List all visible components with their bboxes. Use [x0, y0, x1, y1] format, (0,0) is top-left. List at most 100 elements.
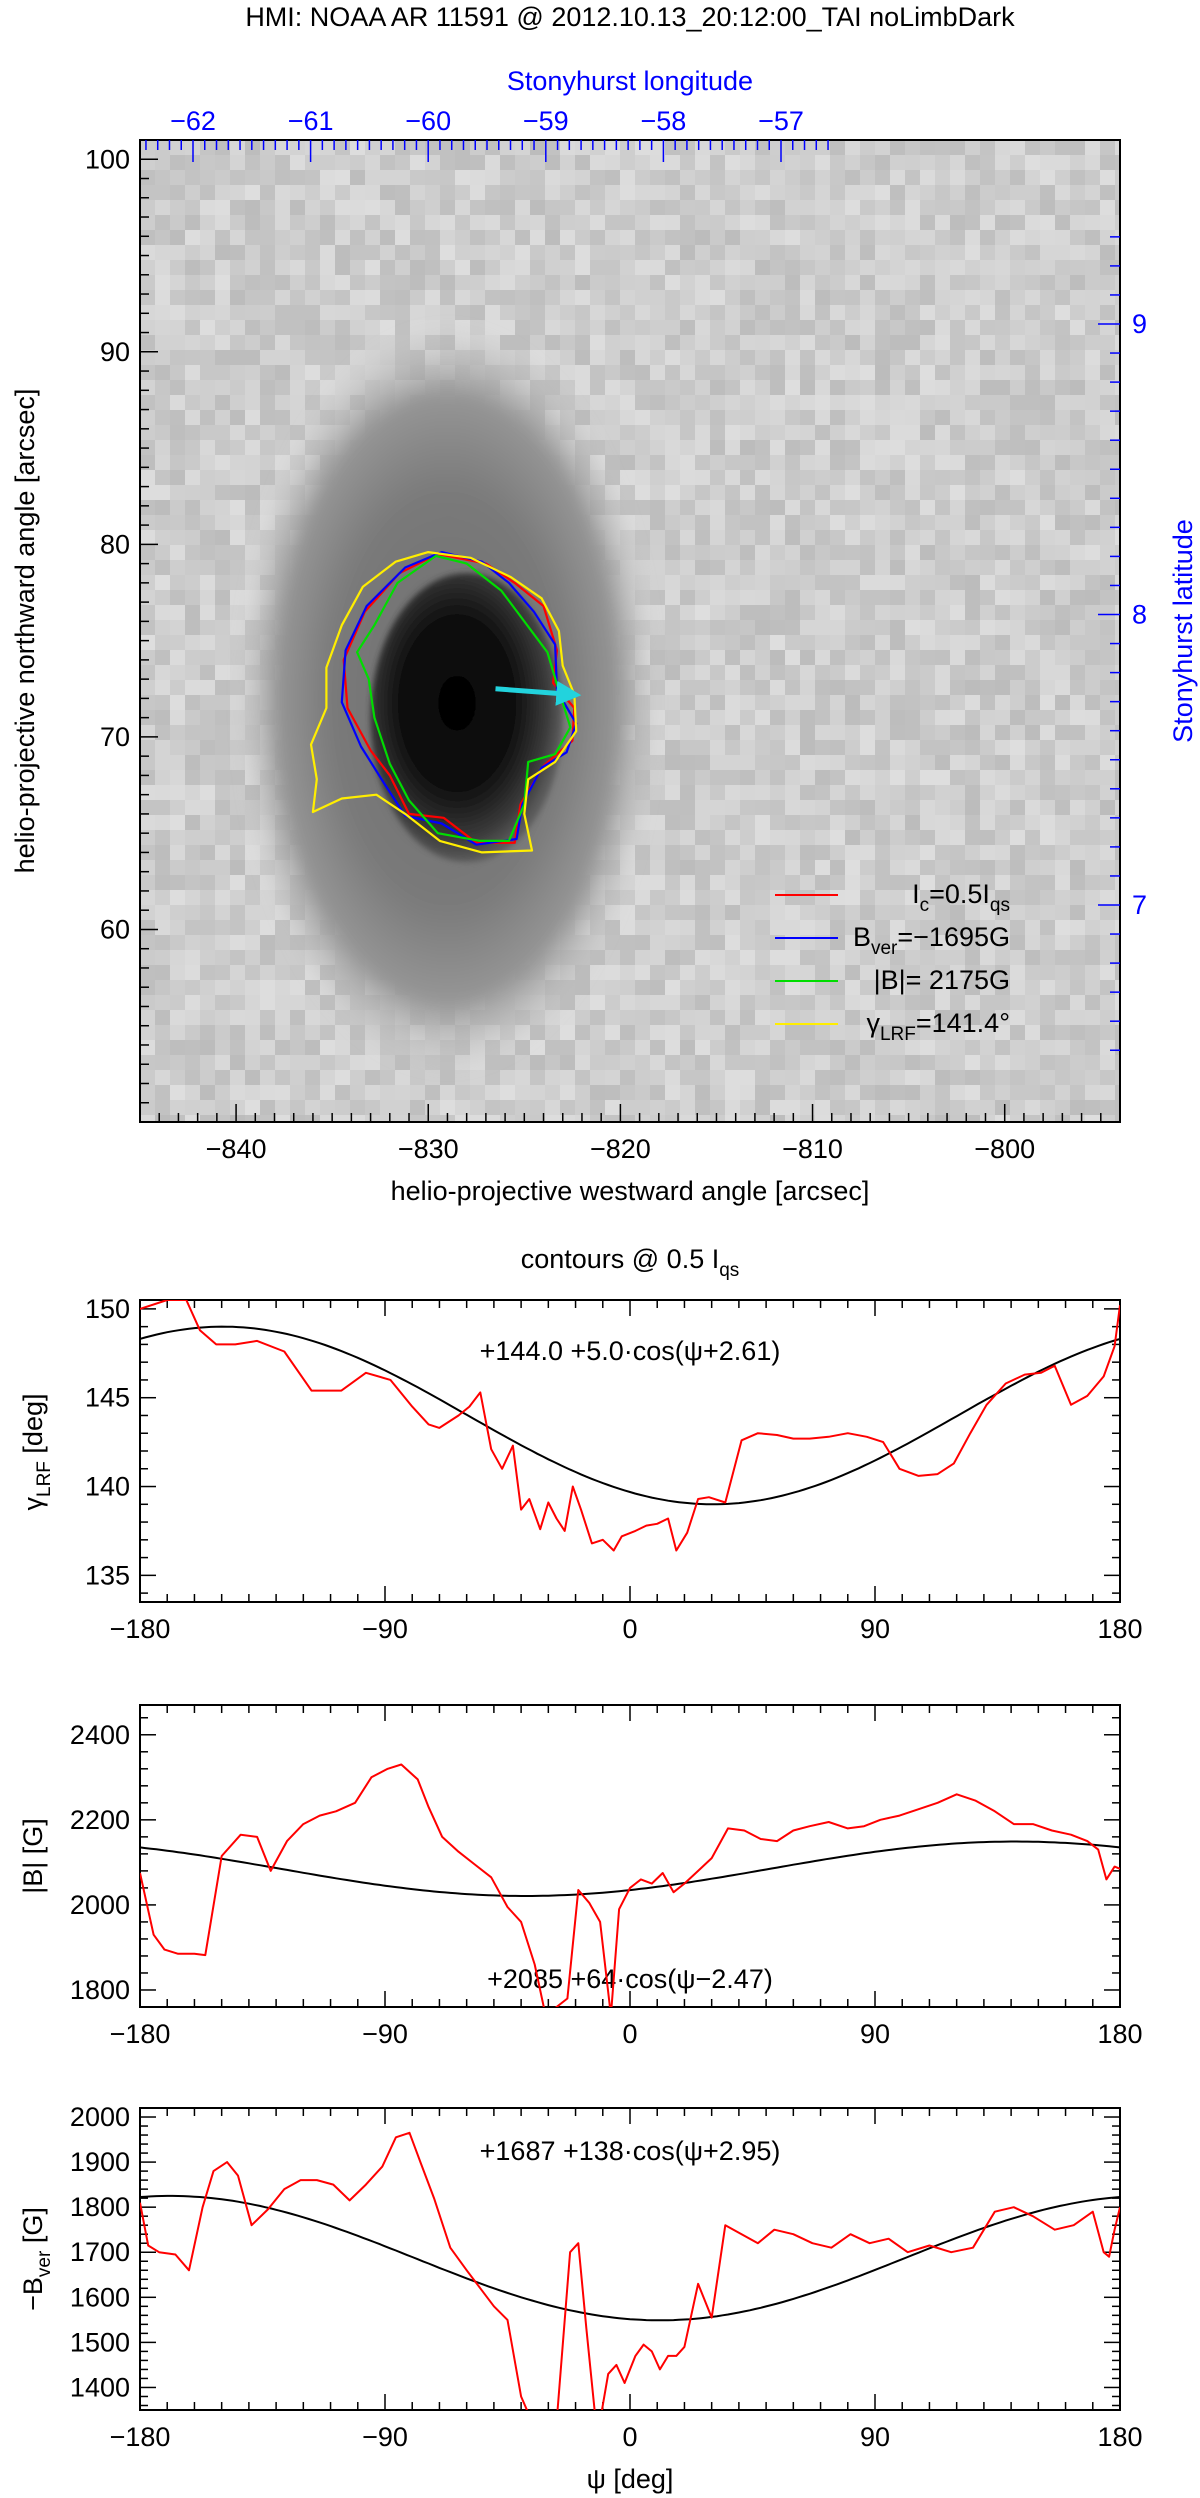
- granule-pixel: [155, 590, 170, 605]
- granule-pixel: [605, 995, 620, 1010]
- granule-pixel: [320, 350, 335, 365]
- granule-pixel: [590, 140, 605, 155]
- granule-pixel: [755, 230, 770, 245]
- granule-pixel: [815, 350, 830, 365]
- granule-pixel: [875, 500, 890, 515]
- granule-pixel: [635, 890, 650, 905]
- granule-pixel: [365, 1100, 380, 1115]
- granule-pixel: [1115, 980, 1120, 995]
- granule-pixel: [980, 215, 995, 230]
- granule-pixel: [665, 575, 680, 590]
- granule-pixel: [620, 905, 635, 920]
- granule-pixel: [935, 1070, 950, 1085]
- granule-pixel: [1040, 320, 1055, 335]
- granule-pixel: [335, 170, 350, 185]
- granule-pixel: [665, 230, 680, 245]
- granule-pixel: [1055, 1025, 1070, 1040]
- granule-pixel: [980, 890, 995, 905]
- granule-pixel: [605, 185, 620, 200]
- granule-pixel: [980, 920, 995, 935]
- granule-pixel: [1025, 185, 1040, 200]
- granule-pixel: [725, 275, 740, 290]
- granule-pixel: [170, 1025, 185, 1040]
- granule-pixel: [785, 410, 800, 425]
- granule-pixel: [740, 1055, 755, 1070]
- granule-pixel: [1115, 740, 1120, 755]
- granule-pixel: [905, 410, 920, 425]
- granule-pixel: [695, 260, 710, 275]
- granule-pixel: [845, 335, 860, 350]
- granule-pixel: [875, 350, 890, 365]
- granule-pixel: [1115, 905, 1120, 920]
- granule-pixel: [650, 425, 665, 440]
- granule-pixel: [425, 305, 440, 320]
- granule-pixel: [170, 770, 185, 785]
- granule-pixel: [680, 1100, 695, 1115]
- granule-pixel: [830, 230, 845, 245]
- granule-pixel: [560, 185, 575, 200]
- granule-pixel: [185, 380, 200, 395]
- granule-pixel: [950, 650, 965, 665]
- granule-pixel: [170, 935, 185, 950]
- granule-pixel: [1085, 200, 1100, 215]
- granule-pixel: [650, 935, 665, 950]
- granule-pixel: [290, 410, 305, 425]
- granule-pixel: [230, 1010, 245, 1025]
- granule-pixel: [200, 695, 215, 710]
- granule-pixel: [1025, 560, 1040, 575]
- granule-pixel: [1115, 680, 1120, 695]
- granule-pixel: [725, 950, 740, 965]
- granule-pixel: [965, 365, 980, 380]
- granule-pixel: [1055, 305, 1070, 320]
- granule-pixel: [770, 395, 785, 410]
- granule-pixel: [1115, 215, 1120, 230]
- granule-pixel: [875, 365, 890, 380]
- granule-pixel: [650, 170, 665, 185]
- granule-pixel: [215, 1070, 230, 1085]
- granule-pixel: [320, 290, 335, 305]
- granule-pixel: [215, 920, 230, 935]
- granule-pixel: [230, 995, 245, 1010]
- granule-pixel: [800, 275, 815, 290]
- granule-pixel: [1085, 485, 1100, 500]
- granule-pixel: [1100, 605, 1115, 620]
- granule-pixel: [785, 890, 800, 905]
- granule-pixel: [155, 530, 170, 545]
- granule-pixel: [425, 1085, 440, 1100]
- granule-pixel: [830, 755, 845, 770]
- granule-pixel: [245, 380, 260, 395]
- granule-pixel: [215, 200, 230, 215]
- granule-pixel: [260, 380, 275, 395]
- granule-pixel: [1010, 155, 1025, 170]
- granule-pixel: [215, 395, 230, 410]
- granule-pixel: [770, 1070, 785, 1085]
- granule-pixel: [1085, 665, 1100, 680]
- granule-pixel: [800, 1025, 815, 1040]
- granule-pixel: [935, 800, 950, 815]
- granule-pixel: [680, 830, 695, 845]
- granule-pixel: [1085, 395, 1100, 410]
- granule-pixel: [650, 455, 665, 470]
- granule-pixel: [230, 200, 245, 215]
- granule-pixel: [185, 905, 200, 920]
- granule-pixel: [965, 140, 980, 155]
- granule-pixel: [740, 845, 755, 860]
- granule-pixel: [1085, 545, 1100, 560]
- granule-pixel: [665, 200, 680, 215]
- granule-pixel: [920, 680, 935, 695]
- granule-pixel: [920, 845, 935, 860]
- granule-pixel: [530, 275, 545, 290]
- granule-pixel: [1055, 890, 1070, 905]
- granule-pixel: [185, 1055, 200, 1070]
- granule-pixel: [1040, 965, 1055, 980]
- granule-pixel: [800, 170, 815, 185]
- granule-pixel: [815, 755, 830, 770]
- granule-pixel: [950, 1100, 965, 1115]
- granule-pixel: [770, 215, 785, 230]
- granule-pixel: [920, 365, 935, 380]
- granule-pixel: [200, 650, 215, 665]
- granule-pixel: [1025, 395, 1040, 410]
- granule-pixel: [740, 170, 755, 185]
- granule-pixel: [845, 380, 860, 395]
- granule-pixel: [1070, 335, 1085, 350]
